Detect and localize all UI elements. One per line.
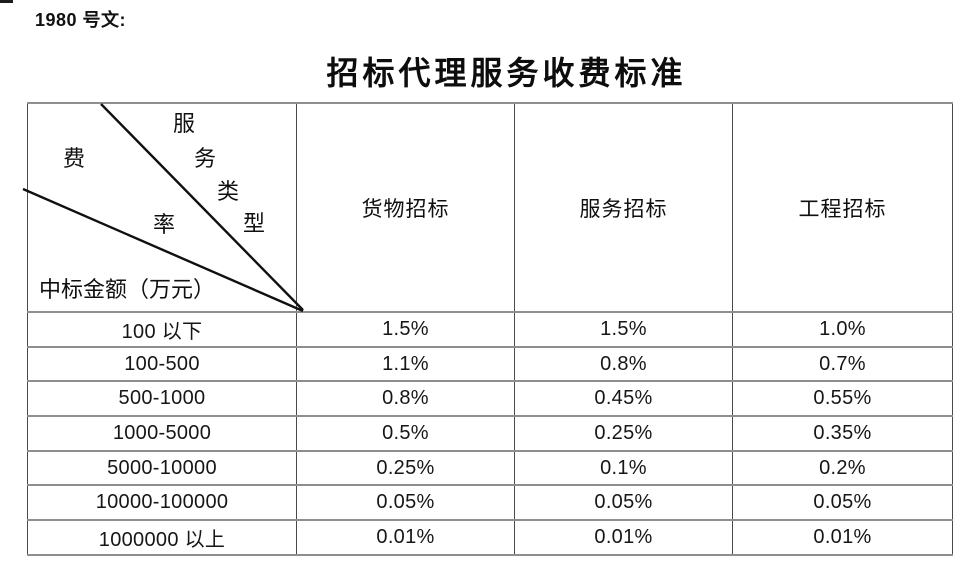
table-row: 10000-100000 0.05% 0.05% 0.05% [27,484,953,522]
diagonal-line-lower [22,187,304,313]
table-row: 100-500 1.1% 0.8% 0.7% [27,345,953,383]
column-header-engineering: 工程招标 [732,102,953,313]
corner-type-char-3: 类 [217,179,240,204]
rate-cell: 0.2% [732,449,953,487]
page-edge-artifact [0,0,13,3]
amount-range-cell: 5000-10000 [27,449,297,487]
rate-cell: 0.25% [296,449,515,487]
table-row: 500-1000 0.8% 0.45% 0.55% [27,380,953,418]
amount-range-cell: 1000-5000 [27,415,297,452]
rate-cell: 0.25% [514,415,733,452]
rate-cell: 1.5% [514,311,733,348]
amount-range-cell: 1000000 以上 [27,519,297,556]
corner-type-char-2: 务 [194,146,217,171]
rate-cell: 0.01% [296,519,515,556]
rate-cell: 0.01% [514,519,733,556]
corner-amount-label: 中标金额（万元） [39,277,216,302]
diagonal-lines-graphic [22,103,304,313]
rate-cell: 0.1% [514,449,733,487]
corner-type-char-1: 服 [173,111,196,136]
rate-cell: 1.5% [296,311,515,348]
table-row: 1000000 以上 0.01% 0.01% 0.01% [27,519,953,556]
table-row: 1000-5000 0.5% 0.25% 0.35% [27,415,953,452]
fee-table: 服 务 类 型 费 率 中标金额（万元） 货物招标 服务招标 工程招标 100 … [22,102,953,556]
corner-type-char-4: 型 [243,211,266,236]
table-row: 100 以下 1.5% 1.5% 1.0% [27,311,953,348]
rate-cell: 0.7% [732,345,953,383]
rate-cell: 0.35% [732,415,953,452]
diagonal-corner-cell: 服 务 类 型 费 率 中标金额（万元） [22,102,304,313]
rate-cell: 1.0% [732,311,953,348]
rate-cell: 0.55% [732,380,953,418]
rate-cell: 0.05% [296,484,515,522]
column-header-goods: 货物招标 [296,102,515,313]
amount-range-cell: 100-500 [27,345,297,383]
amount-range-cell: 100 以下 [27,311,297,348]
rate-cell: 0.05% [514,484,733,522]
amount-range-cell: 500-1000 [27,380,297,418]
column-header-services: 服务招标 [514,102,733,313]
rate-cell: 1.1% [296,345,515,383]
diagonal-line-upper [100,103,304,311]
rate-cell: 0.45% [514,380,733,418]
rate-cell: 0.01% [732,519,953,556]
table-header-row: 服 务 类 型 费 率 中标金额（万元） 货物招标 服务招标 工程招标 [22,102,953,313]
table-row: 5000-10000 0.25% 0.1% 0.2% [27,449,953,487]
rate-cell: 0.8% [514,345,733,383]
rate-cell: 0.8% [296,380,515,418]
doc-number-label: 1980 号文: [35,10,127,30]
page-title: 招标代理服务收费标准 [326,55,687,91]
rate-cell: 0.5% [296,415,515,452]
rate-cell: 0.05% [732,484,953,522]
amount-range-cell: 10000-100000 [27,484,297,522]
corner-rate-char: 率 [153,212,176,237]
corner-fee-char: 费 [63,146,86,171]
